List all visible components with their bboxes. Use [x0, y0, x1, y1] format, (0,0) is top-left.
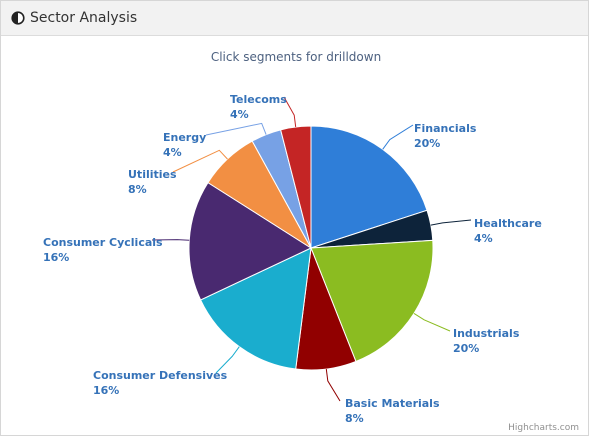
- slice-label-name: Financials: [414, 122, 477, 135]
- slice-label-healthcare[interactable]: Healthcare 4%: [474, 217, 542, 245]
- contrast-half-circle-icon: [11, 11, 25, 25]
- slice-label-value: 4%: [474, 232, 493, 245]
- slice-label-name: Industrials: [453, 327, 520, 340]
- slice-label-name: Consumer Defensives: [93, 369, 228, 382]
- slice-label-name: Basic Materials: [345, 397, 440, 410]
- connector-consumer-cyclicals: [151, 239, 190, 241]
- slice-label-name: Energy: [163, 131, 206, 144]
- panel-title: Sector Analysis: [30, 10, 138, 26]
- connector-consumer-defensives: [215, 346, 240, 374]
- slice-label-utilities[interactable]: Utilities 8%: [128, 168, 177, 196]
- panel-header: Sector Analysis: [1, 1, 588, 36]
- credits-link[interactable]: Highcharts.com: [508, 423, 579, 433]
- connector-healthcare: [430, 219, 472, 226]
- label-connectors: [151, 96, 472, 402]
- connector-telecoms: [283, 96, 297, 128]
- slice-label-value: 16%: [43, 251, 69, 264]
- slice-label-value: 20%: [453, 342, 479, 355]
- connector-utilities: [172, 149, 228, 173]
- slice-label-name: Healthcare: [474, 217, 542, 230]
- sector-pie-chart: Click segments for drilldown Financials 2…: [1, 37, 589, 436]
- pie-slices: [188, 125, 434, 371]
- slice-label-telecoms[interactable]: Telecoms 4%: [230, 93, 287, 121]
- slice-label-value: 8%: [345, 412, 364, 425]
- pie-slice-industrials[interactable]: [310, 239, 434, 363]
- connector-basic-materials: [325, 368, 341, 402]
- slice-label-consumer-cyclicals[interactable]: Consumer Cyclicals 16%: [43, 236, 163, 264]
- slice-label-value: 16%: [93, 384, 119, 397]
- connector-financials: [382, 124, 414, 150]
- slice-label-name: Consumer Cyclicals: [43, 236, 163, 249]
- pie-chart-svg: Click segments for drilldown Financials 2…: [43, 50, 579, 433]
- pie-slice-consumer-cyclicals[interactable]: [188, 181, 313, 301]
- slice-label-consumer-defensives[interactable]: Consumer Defensives 16%: [93, 369, 228, 397]
- slice-label-name: Telecoms: [230, 93, 287, 106]
- slice-labels: Financials 20% Healthcare 4% Industrials 20% B…: [43, 93, 542, 425]
- slice-label-value: 8%: [128, 183, 147, 196]
- slice-label-value: 20%: [414, 137, 440, 150]
- slice-label-basic-materials[interactable]: Basic Materials 8%: [345, 397, 440, 425]
- slice-label-energy[interactable]: Energy 4%: [163, 131, 206, 159]
- slice-label-value: 4%: [163, 146, 182, 159]
- slice-label-value: 4%: [230, 108, 249, 121]
- slice-label-industrials[interactable]: Industrials 20%: [453, 327, 520, 355]
- chart-subtitle: Click segments for drilldown: [211, 50, 381, 64]
- slice-label-financials[interactable]: Financials 20%: [414, 122, 477, 150]
- connector-industrials: [413, 312, 451, 332]
- slice-label-name: Utilities: [128, 168, 177, 181]
- pie-slice-financials[interactable]: [310, 125, 428, 249]
- connector-energy: [205, 122, 267, 136]
